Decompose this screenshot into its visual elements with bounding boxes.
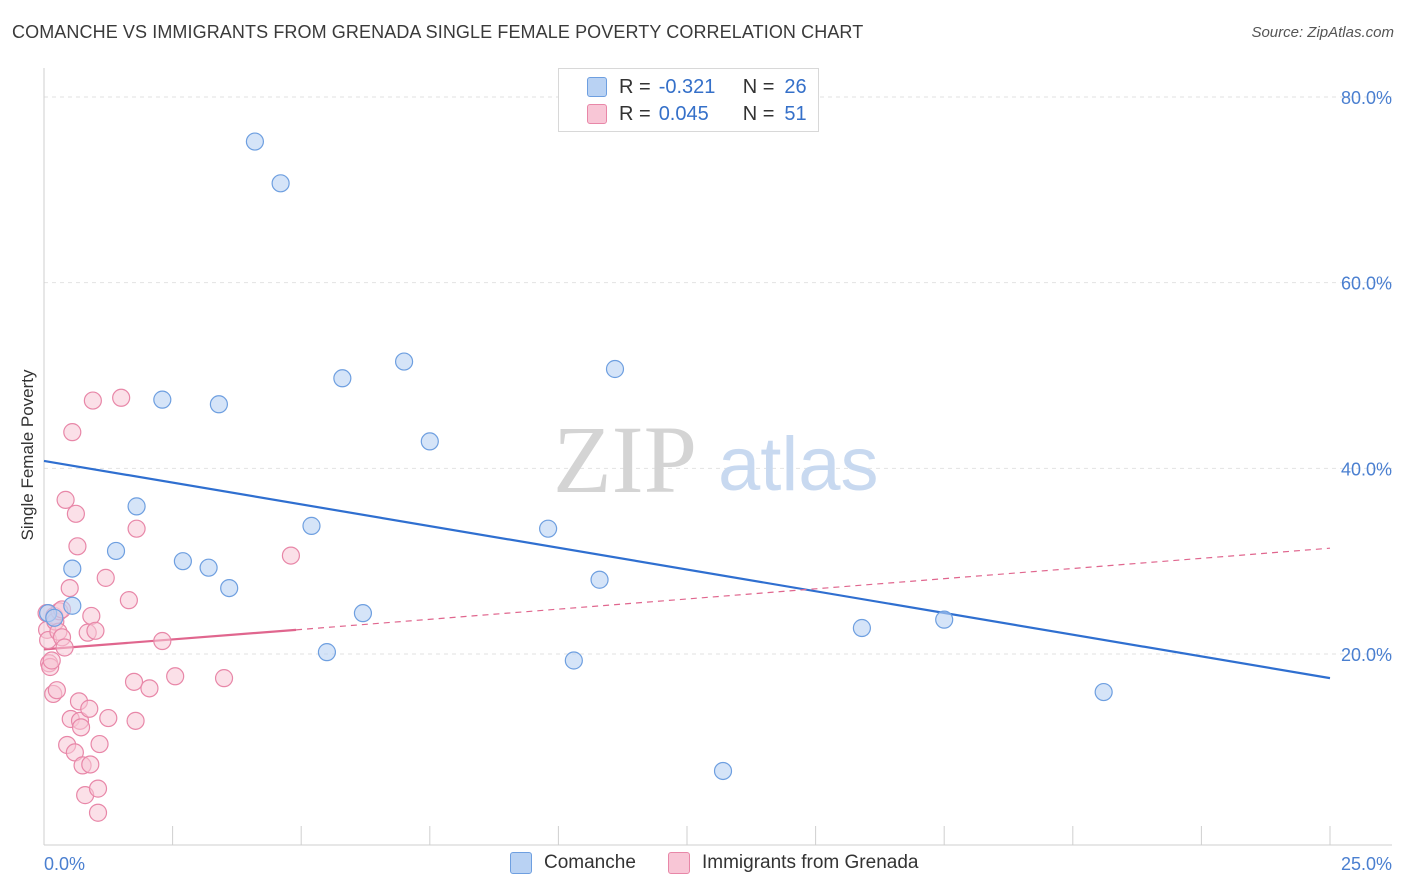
- grenada-point: [47, 681, 66, 700]
- y-tick-label-20: 20.0%: [1341, 645, 1392, 665]
- grenada-point: [56, 490, 75, 509]
- legend-n-label: N =: [742, 75, 775, 98]
- comanche-point: [852, 618, 871, 638]
- comanche-point: [245, 132, 265, 151]
- chart-title: COMANCHE VS IMMIGRANTS FROM GRENADA SING…: [12, 22, 864, 42]
- legend-n-label: N =: [742, 102, 775, 125]
- legend-label-comanche: Comanche: [544, 852, 636, 873]
- comanche-point: [333, 369, 352, 388]
- y-tick-labels: 20.0% 40.0% 60.0% 80.0%: [1341, 88, 1392, 665]
- grenada-point: [88, 803, 108, 822]
- grenada-point: [66, 504, 85, 523]
- legend-row-comanche: R = -0.321 N = 26: [559, 74, 807, 100]
- grenada-point: [83, 391, 102, 410]
- legend-n-value: 51: [784, 102, 807, 125]
- grenada-point: [140, 679, 159, 698]
- comanche-point: [935, 610, 954, 629]
- comanche-point: [420, 432, 439, 451]
- legend-swatch-comanche: [510, 852, 532, 874]
- watermark-atlas: atlas: [718, 422, 879, 507]
- grenada-point: [90, 734, 109, 754]
- watermark: ZIP atlas: [553, 406, 879, 513]
- comanche-point: [173, 552, 192, 571]
- grenada-point: [71, 718, 91, 737]
- comanche-point: [45, 608, 64, 627]
- correlation-legend: R = -0.321 N = 26 R = 0.045 N = 51: [558, 68, 819, 132]
- comanche-point: [605, 359, 625, 379]
- comanche-point: [539, 519, 558, 538]
- comanche-point: [713, 761, 733, 781]
- comanche-point: [271, 174, 290, 193]
- comanche-point: [353, 604, 373, 623]
- grenada-point: [86, 621, 105, 640]
- comanche-point: [1094, 682, 1113, 702]
- y-tick-label-60: 60.0%: [1341, 274, 1392, 294]
- grenada-point: [112, 388, 131, 407]
- legend-swatch-grenada: [587, 104, 607, 124]
- grenada-point: [88, 779, 108, 798]
- source-label: Source: ZipAtlas.com: [1251, 24, 1394, 41]
- comanche-point: [590, 570, 609, 589]
- comanche-point: [199, 558, 218, 577]
- legend-r-value: -0.321: [658, 75, 716, 98]
- grenada-point: [96, 568, 115, 587]
- grenada-point: [124, 672, 144, 691]
- y-tick-label-40: 40.0%: [1341, 459, 1392, 479]
- legend-row-grenada: R = 0.045 N = 51: [559, 101, 807, 127]
- grenada-point: [99, 708, 118, 728]
- x-tick-labels: 0.0% 25.0%: [44, 854, 1392, 874]
- trend-line-grenada-extended: [296, 547, 1331, 631]
- grenada-point: [55, 638, 74, 657]
- series-legend: Comanche Immigrants from Grenada: [0, 852, 1406, 878]
- comanche-point: [302, 516, 321, 535]
- legend-n-value: 26: [784, 75, 807, 98]
- grenada-point: [80, 699, 99, 718]
- grenada-point: [126, 711, 145, 730]
- comanche-point: [220, 578, 239, 598]
- x-tick-label-min: 0.0%: [44, 854, 85, 874]
- grenada-point: [281, 546, 301, 565]
- comanche-point: [317, 643, 337, 662]
- axes: [43, 68, 1392, 846]
- legend-label-grenada: Immigrants from Grenada: [702, 852, 919, 873]
- grenada-point: [81, 755, 100, 774]
- legend-swatch-grenada: [668, 852, 690, 874]
- grid-lines: [44, 96, 1392, 655]
- comanche-point: [209, 395, 228, 414]
- grenada-point: [60, 578, 79, 598]
- legend-swatch-comanche: [587, 77, 607, 97]
- grenada-point: [68, 537, 87, 556]
- grenada-point: [166, 667, 185, 686]
- legend-item-grenada[interactable]: Immigrants from Grenada: [668, 852, 918, 874]
- comanche-point: [153, 390, 172, 409]
- comanche-point: [127, 497, 146, 516]
- trend-line-comanche: [43, 459, 1331, 680]
- comanche-point: [106, 541, 126, 561]
- legend-r-label: R =: [619, 75, 651, 98]
- comanche-points: [39, 132, 1113, 781]
- legend-item-comanche[interactable]: Comanche: [510, 852, 636, 874]
- y-tick-label-80: 80.0%: [1341, 88, 1392, 108]
- grenada-point: [119, 591, 138, 610]
- legend-r-label: R =: [619, 102, 651, 125]
- grenada-point: [42, 651, 61, 670]
- comanche-point: [394, 352, 414, 371]
- grenada-point: [153, 631, 172, 651]
- comanche-point: [564, 651, 583, 670]
- comanche-point: [63, 596, 82, 615]
- legend-r-value: 0.045: [658, 102, 709, 125]
- x-tick-label-max: 25.0%: [1341, 854, 1392, 874]
- watermark-zip: ZIP: [553, 406, 697, 513]
- grenada-point: [127, 519, 146, 538]
- grenada-point: [63, 423, 82, 442]
- grenada-point: [214, 669, 234, 688]
- comanche-point: [63, 559, 82, 578]
